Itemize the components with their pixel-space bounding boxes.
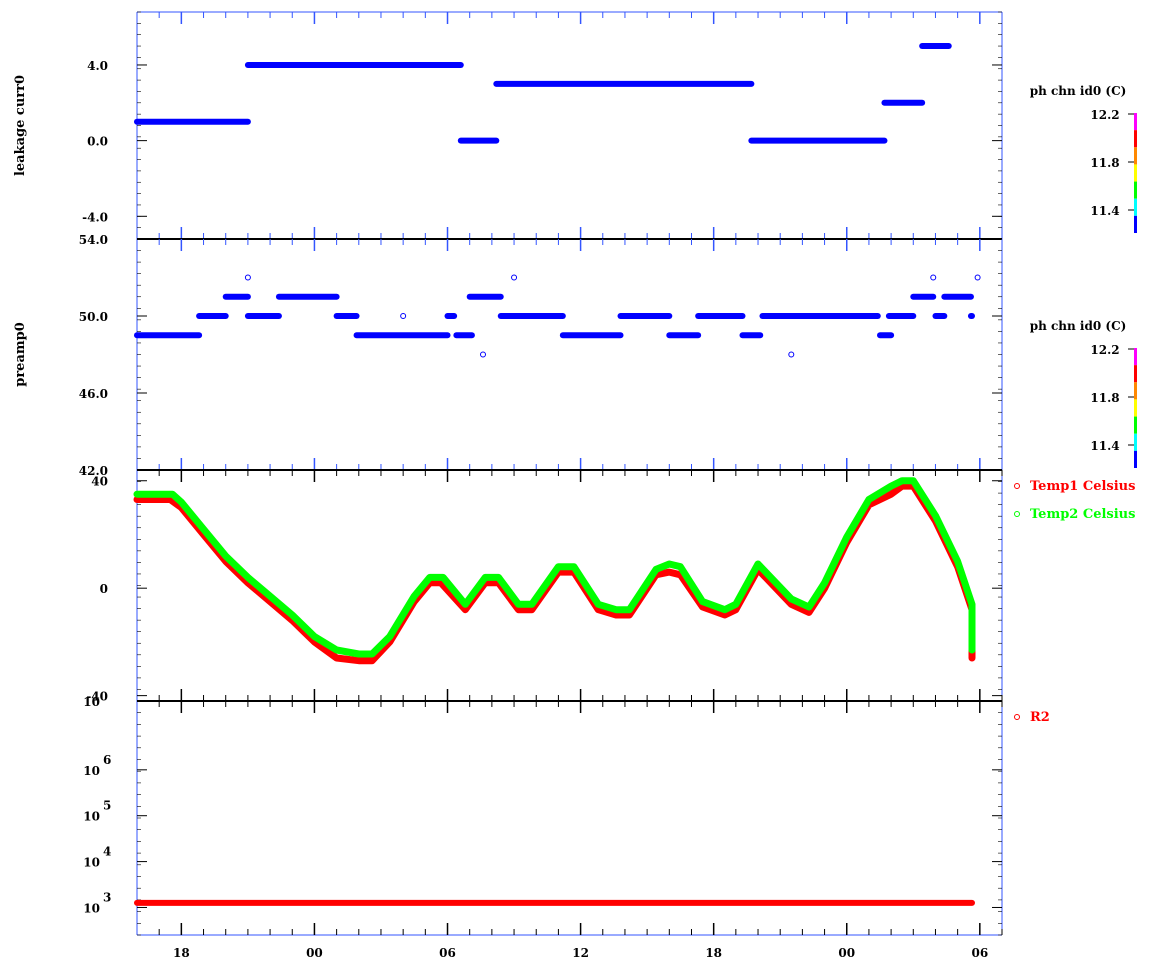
x-tick-label: 00 <box>306 946 323 960</box>
colorbar-swatch <box>1134 365 1137 383</box>
data-point <box>511 274 518 281</box>
y-tick-label: 42.0 <box>79 464 108 478</box>
y-tick-label: 10 <box>83 810 100 824</box>
y-tick-exponent: 3 <box>103 890 111 904</box>
y-tick-exponent: 4 <box>103 845 111 859</box>
y-tick-exponent: 5 <box>103 799 111 813</box>
colorbar-label: 12.2 <box>1090 343 1119 357</box>
colorbar-label: 11.4 <box>1090 439 1119 453</box>
data-point <box>930 274 937 281</box>
y-tick-label: 50.0 <box>79 310 108 324</box>
data-point <box>974 274 981 281</box>
colorbar-swatch <box>1134 130 1137 148</box>
colorbar-swatch <box>1134 399 1137 417</box>
legend-marker <box>1014 511 1020 517</box>
colorbar-label: 11.4 <box>1090 204 1119 218</box>
colorbar-swatch <box>1134 215 1137 233</box>
y-tick-label: 10 <box>83 856 100 870</box>
x-tick-label: 06 <box>971 946 988 960</box>
colorbar-swatch <box>1134 416 1137 434</box>
legend-entry: Temp1 Celsius <box>1030 479 1135 494</box>
y-tick-label: 4.0 <box>87 59 108 73</box>
x-tick-label: 12 <box>572 946 589 960</box>
data-point <box>788 351 795 358</box>
colorbar-swatch <box>1134 181 1137 199</box>
colorbar-label: 12.2 <box>1090 108 1119 122</box>
y-tick-label: 0 <box>100 582 108 596</box>
series-line-Temp2 Celsius <box>133 477 976 658</box>
colorbar-swatch <box>1134 433 1137 451</box>
x-tick-label: 18 <box>173 946 190 960</box>
colorbar-swatch <box>1134 113 1137 131</box>
colorbar-swatch <box>1134 198 1137 216</box>
y-tick-label: 54.0 <box>79 233 108 247</box>
colorbar-swatch <box>1134 348 1137 366</box>
y-tick-label: 10 <box>83 901 100 915</box>
data-point <box>480 351 486 358</box>
colorbar-label: 11.8 <box>1090 391 1119 405</box>
data-point <box>244 274 251 281</box>
x-tick-label: 18 <box>705 946 722 960</box>
legend-marker <box>1014 714 1020 720</box>
y-axis-label-preamp: preamp0 <box>13 322 28 387</box>
legend-marker <box>1014 483 1020 489</box>
data-point <box>400 313 407 319</box>
legend-entry: R2 <box>1030 710 1050 725</box>
y-tick-label: 0.0 <box>87 135 108 149</box>
colorbar-swatch <box>1134 382 1137 400</box>
colorbar-swatch <box>1134 147 1137 165</box>
y-tick-exponent: 6 <box>103 753 111 767</box>
y-tick-label: 40 <box>91 475 108 489</box>
y-axis-label-leakage: leakage curr0 <box>13 75 28 176</box>
x-tick-label: 00 <box>838 946 855 960</box>
colorbar-label: 11.8 <box>1090 156 1119 170</box>
y-tick-label: 10 <box>83 764 100 778</box>
colorbar-swatch <box>1134 450 1137 468</box>
y-tick-label: -40 <box>86 690 108 704</box>
y-tick-label: -4.0 <box>82 210 108 224</box>
y-tick-label: 46.0 <box>79 387 108 401</box>
x-tick-label: 06 <box>439 946 456 960</box>
colorbar-title-leakage: ph chn id0 (C) <box>1030 84 1127 98</box>
y-tick-label: 10 <box>83 695 100 709</box>
colorbar-swatch <box>1134 164 1137 182</box>
legend-entry: Temp2 Celsius <box>1030 507 1135 522</box>
colorbar-title-preamp: ph chn id0 (C) <box>1030 319 1127 333</box>
